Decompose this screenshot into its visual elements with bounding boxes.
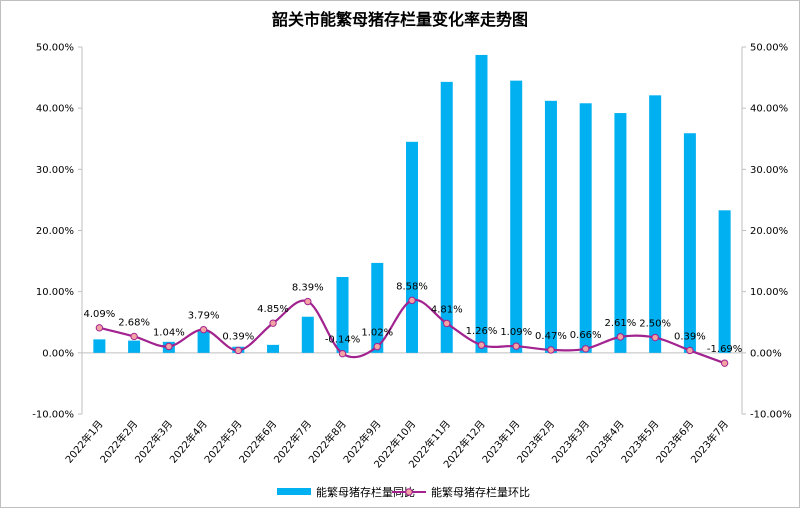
bar bbox=[510, 80, 523, 353]
left-tick-label: 30.00% bbox=[36, 165, 74, 176]
bar-series bbox=[93, 54, 731, 353]
line-point bbox=[130, 332, 138, 341]
line-point bbox=[512, 342, 520, 350]
bar bbox=[649, 95, 662, 353]
legend-bar-swatch bbox=[277, 488, 311, 495]
line-series: 4.09%2.68%1.04%3.79%0.39%4.85%8.39%-0.14… bbox=[83, 281, 742, 367]
right-tick-label: -10.00% bbox=[750, 410, 792, 421]
data-label: 8.58% bbox=[396, 281, 428, 292]
line-point bbox=[234, 346, 243, 355]
x-tick-labels: 2022年1月2022年2月2022年3月2022年4月2022年5月2022年… bbox=[62, 418, 731, 471]
data-label: 1.02% bbox=[361, 328, 393, 339]
line-point bbox=[304, 297, 312, 306]
right-tick-label: 10.00% bbox=[750, 287, 788, 298]
bar bbox=[683, 133, 696, 353]
bar bbox=[267, 344, 280, 353]
line-point bbox=[651, 333, 659, 342]
data-label: 1.04% bbox=[153, 327, 185, 338]
right-tick-label: 20.00% bbox=[750, 226, 788, 237]
line-point bbox=[95, 324, 104, 332]
data-label: 4.09% bbox=[83, 309, 115, 320]
bar bbox=[336, 276, 349, 353]
left-tick-label: 20.00% bbox=[36, 226, 74, 237]
data-label: 8.39% bbox=[292, 283, 324, 294]
bar bbox=[475, 54, 488, 353]
bar bbox=[406, 141, 418, 353]
bar bbox=[718, 210, 731, 353]
line-point bbox=[547, 346, 555, 354]
right-tick-label: 50.00% bbox=[750, 43, 788, 54]
line-point bbox=[199, 325, 208, 334]
left-tick-label: 40.00% bbox=[36, 104, 74, 115]
line-point bbox=[269, 319, 277, 327]
line-point bbox=[720, 359, 729, 367]
data-label: 2.50% bbox=[639, 319, 671, 330]
data-label: 2.61% bbox=[605, 318, 637, 329]
right-tick-label: 30.00% bbox=[750, 165, 788, 176]
data-label: 0.39% bbox=[674, 331, 706, 342]
data-label: 0.47% bbox=[535, 331, 567, 342]
data-label: 1.09% bbox=[500, 327, 532, 338]
line-point bbox=[616, 333, 625, 341]
data-label: -0.14% bbox=[325, 335, 360, 346]
bar bbox=[440, 81, 453, 353]
data-label: 4.85% bbox=[257, 304, 289, 315]
bar bbox=[579, 103, 592, 353]
axes: -10.00% 0.00% 10.00% 20.00% 30.00% 40.00% 50.0… bbox=[32, 43, 792, 421]
bar bbox=[93, 339, 106, 353]
data-label: -1.69% bbox=[707, 344, 742, 355]
line-point bbox=[165, 342, 173, 351]
legend-bar-label: 能繁母猪存栏量同比 bbox=[316, 485, 415, 499]
data-label: 0.39% bbox=[222, 331, 254, 342]
legend-line-marker bbox=[405, 488, 413, 496]
bar bbox=[614, 113, 627, 353]
bar bbox=[301, 316, 314, 353]
line-point bbox=[338, 349, 347, 358]
left-tick-label: 10.00% bbox=[36, 287, 74, 298]
line-point bbox=[443, 319, 451, 328]
data-label: 3.79% bbox=[188, 311, 220, 322]
left-tick-label: -10.00% bbox=[32, 410, 74, 421]
bar bbox=[544, 100, 557, 353]
right-tick-label: 0.00% bbox=[750, 348, 782, 359]
line-point bbox=[581, 345, 590, 353]
line-point bbox=[477, 341, 486, 349]
right-tick-label: 40.00% bbox=[750, 104, 788, 115]
legend: 能繁母猪存栏量同比 能繁母猪存栏量环比 bbox=[277, 485, 530, 499]
bar bbox=[197, 331, 210, 353]
line-point bbox=[408, 296, 416, 305]
bar bbox=[371, 262, 384, 353]
left-tick-label: 0.00% bbox=[42, 348, 74, 359]
line-point bbox=[373, 342, 381, 351]
left-tick-label: 50.00% bbox=[36, 43, 74, 54]
line-point bbox=[686, 346, 694, 355]
data-label: 2.68% bbox=[118, 317, 150, 328]
legend-line-label: 能繁母猪存栏量环比 bbox=[431, 485, 530, 499]
data-label: 1.26% bbox=[466, 326, 498, 337]
bar bbox=[128, 340, 141, 353]
data-label: 0.66% bbox=[570, 330, 602, 341]
data-label: 4.81% bbox=[431, 304, 463, 315]
chart-title: 韶关市能繁母猪存栏量变化率走势图 bbox=[272, 10, 528, 29]
